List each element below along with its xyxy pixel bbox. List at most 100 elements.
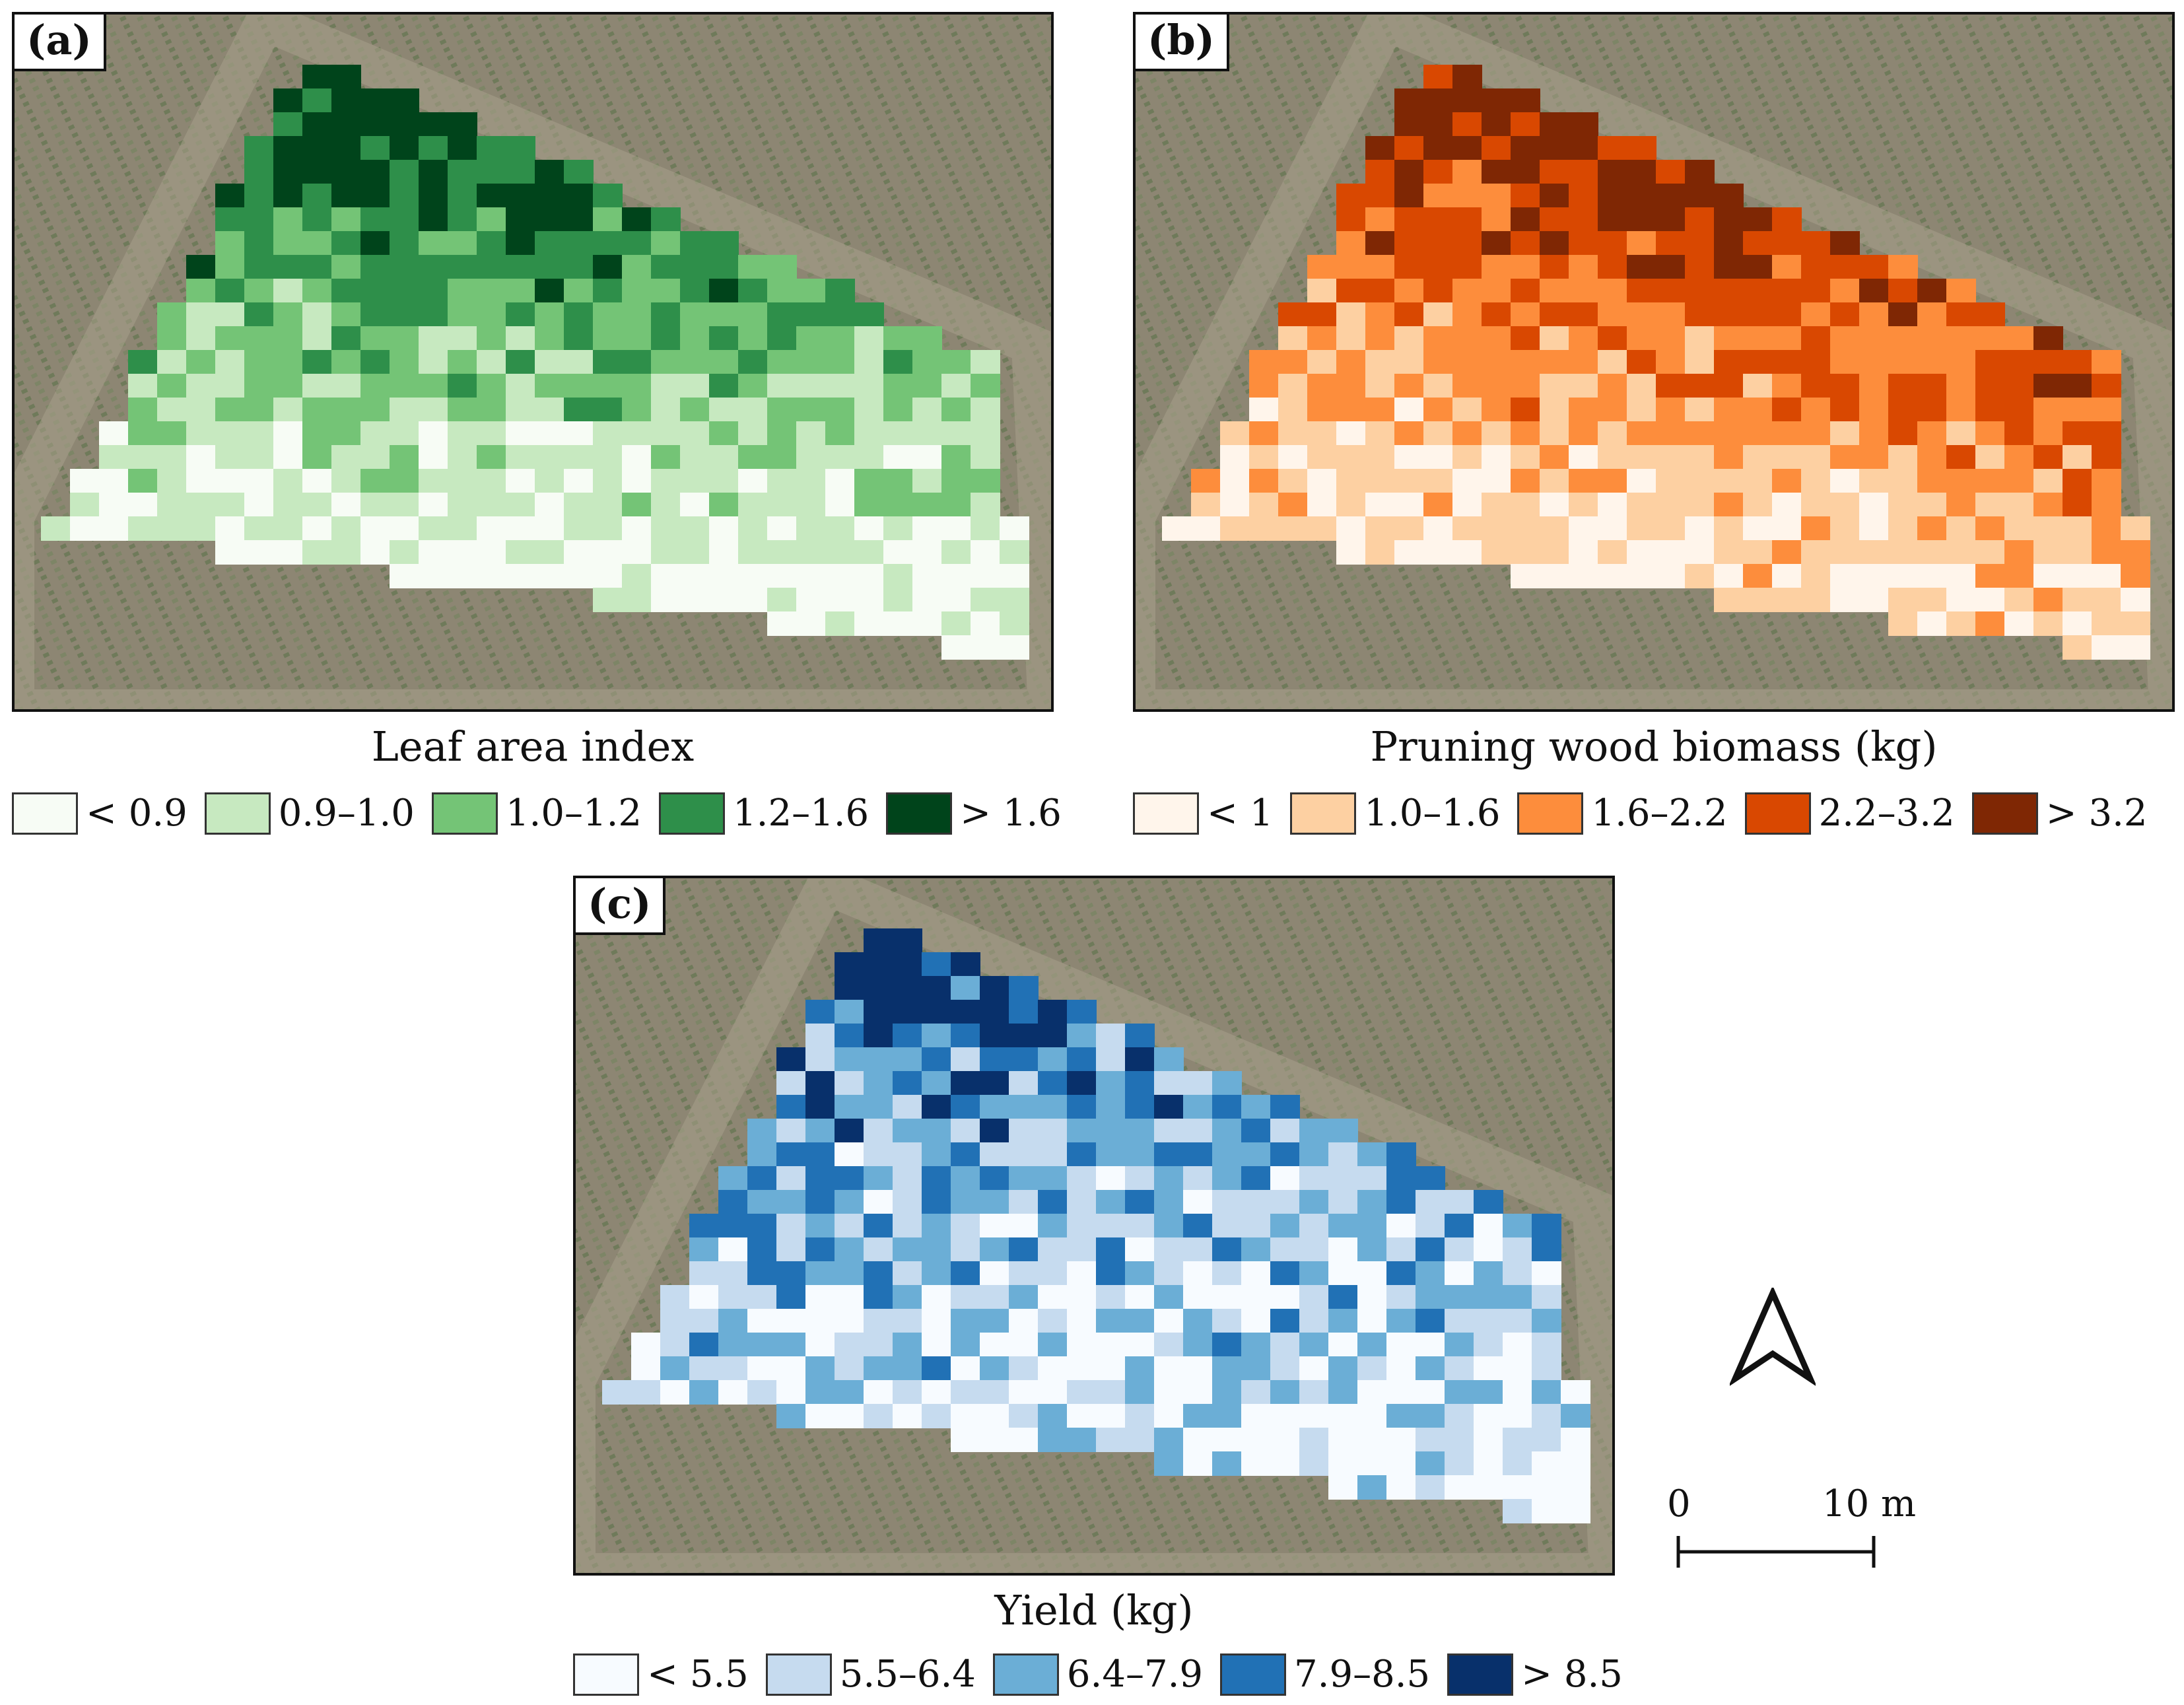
grid-cell	[477, 326, 506, 351]
grid-cell	[805, 1261, 835, 1286]
grid-cell	[835, 1190, 864, 1214]
grid-cell	[1423, 112, 1453, 137]
grid-cell	[883, 326, 913, 351]
grid-cell	[980, 1190, 1009, 1214]
grid-cell	[1336, 398, 1366, 422]
grid-cell	[1365, 493, 1395, 517]
grid-cell	[1125, 1095, 1155, 1119]
legend-swatch	[431, 792, 498, 835]
grid-cell	[1627, 540, 1656, 565]
grid-cell	[893, 1309, 922, 1333]
grid-cell	[1830, 493, 1860, 517]
grid-cell	[1299, 1333, 1329, 1357]
grid-cell	[796, 564, 826, 588]
grid-cell	[971, 611, 1000, 636]
grid-cell	[535, 231, 564, 256]
grid-cell	[390, 302, 419, 327]
grid-cell	[767, 611, 797, 636]
grid-cell	[980, 1309, 1009, 1333]
grid-cell	[893, 1142, 922, 1167]
grid-cell	[331, 350, 361, 374]
grid-cell	[302, 207, 332, 232]
grid-cell	[1685, 493, 1715, 517]
grid-cell	[477, 255, 506, 279]
grid-cell	[1038, 1237, 1068, 1262]
grid-cell	[1474, 1214, 1503, 1238]
grid-cell	[864, 928, 893, 953]
grid-cell	[302, 421, 332, 446]
grid-cell	[1743, 398, 1773, 422]
grid-cell	[1307, 398, 1337, 422]
grid-cell	[1452, 160, 1482, 184]
grid-cell	[835, 1047, 864, 1072]
grid-cell	[1125, 1237, 1155, 1262]
grid-cell	[1096, 1261, 1126, 1286]
grid-cell	[922, 1214, 951, 1238]
grid-cell	[1270, 1190, 1300, 1214]
grid-cell	[1386, 1309, 1416, 1333]
grid-cell	[651, 493, 681, 517]
grid-cell	[747, 1190, 777, 1214]
grid-cell	[535, 279, 564, 303]
grid-cell	[796, 540, 826, 565]
grid-cell	[1278, 421, 1308, 446]
grid-cell	[1249, 374, 1279, 398]
grid-cell	[1423, 421, 1453, 446]
grid-cell	[864, 1309, 893, 1333]
grid-cell	[1183, 1237, 1213, 1262]
field-track	[576, 878, 1612, 1573]
grid-cell	[1423, 516, 1453, 541]
grid-cell	[747, 1142, 777, 1167]
grid-cell	[2092, 374, 2121, 398]
grid-cell	[390, 469, 419, 493]
grid-cell	[1859, 516, 1889, 541]
grid-cell	[1423, 374, 1453, 398]
grid-cell	[390, 421, 419, 446]
grid-cell	[1503, 1237, 1532, 1262]
grid-cell	[535, 207, 564, 232]
grid-cell	[1474, 1261, 1503, 1286]
grid-cell	[1830, 374, 1860, 398]
grid-cell	[360, 302, 390, 327]
grid-cell	[680, 255, 710, 279]
grid-cell	[1357, 1428, 1387, 1452]
grid-cell	[2063, 516, 2092, 541]
grid-cell	[1394, 160, 1424, 184]
grid-cell	[835, 976, 864, 1000]
grid-cell	[951, 1166, 980, 1191]
grid-cell	[1511, 374, 1540, 398]
grid-cell	[535, 255, 564, 279]
grid-cell	[477, 445, 506, 470]
grid-cell	[1307, 493, 1337, 517]
grid-cell	[1423, 231, 1453, 256]
grid-cell	[331, 65, 361, 89]
grid-cell	[825, 493, 855, 517]
grid-cell	[448, 326, 477, 351]
legend-label: > 1.6	[960, 792, 1062, 835]
grid-cell	[2063, 588, 2092, 612]
grid-cell	[506, 540, 535, 565]
grid-cell	[1394, 326, 1424, 351]
grid-cell	[390, 255, 419, 279]
grid-cell	[912, 540, 942, 565]
grid-cell	[1125, 1333, 1155, 1357]
grid-cell	[1241, 1190, 1271, 1214]
grid-cell	[1096, 1047, 1126, 1072]
grid-cell	[1540, 326, 1569, 351]
grid-cell	[776, 1095, 806, 1119]
grid-cell	[1423, 255, 1453, 279]
grid-cell	[1270, 1142, 1300, 1167]
grid-cell	[1743, 302, 1773, 327]
grid-cell	[1416, 1214, 1445, 1238]
grid-cell	[1656, 421, 1686, 446]
grid-cell	[564, 374, 594, 398]
grid-cell	[1212, 1309, 1242, 1333]
grid-cell	[1888, 564, 1918, 588]
grid-cell	[215, 231, 245, 256]
grid-cell	[390, 516, 419, 541]
grid-cell	[1743, 374, 1773, 398]
grid-cell	[1772, 302, 1802, 327]
grid-cell	[506, 374, 535, 398]
grid-cell	[1743, 445, 1773, 470]
grid-cell	[506, 302, 535, 327]
